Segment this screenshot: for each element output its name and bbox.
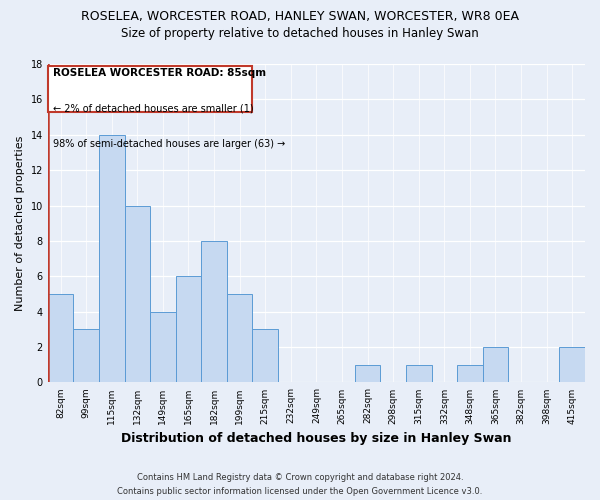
Y-axis label: Number of detached properties: Number of detached properties	[15, 136, 25, 311]
Bar	[482, 347, 508, 382]
Bar	[355, 364, 380, 382]
Bar	[457, 364, 482, 382]
Text: ← 2% of detached houses are smaller (1): ← 2% of detached houses are smaller (1)	[53, 104, 254, 114]
Bar	[125, 206, 150, 382]
FancyBboxPatch shape	[48, 66, 253, 112]
Bar	[99, 135, 125, 382]
Text: ROSELEA WORCESTER ROAD: 85sqm: ROSELEA WORCESTER ROAD: 85sqm	[53, 68, 266, 78]
Bar	[201, 241, 227, 382]
Bar	[227, 294, 253, 382]
Bar	[176, 276, 201, 382]
Text: ROSELEA, WORCESTER ROAD, HANLEY SWAN, WORCESTER, WR8 0EA: ROSELEA, WORCESTER ROAD, HANLEY SWAN, WO…	[81, 10, 519, 23]
Bar	[150, 312, 176, 382]
Bar	[48, 294, 73, 382]
Text: Contains HM Land Registry data © Crown copyright and database right 2024.: Contains HM Land Registry data © Crown c…	[137, 473, 463, 482]
Text: 98% of semi-detached houses are larger (63) →: 98% of semi-detached houses are larger (…	[53, 139, 286, 149]
Bar	[73, 330, 99, 382]
Bar	[559, 347, 585, 382]
Text: Size of property relative to detached houses in Hanley Swan: Size of property relative to detached ho…	[121, 28, 479, 40]
Bar	[406, 364, 431, 382]
X-axis label: Distribution of detached houses by size in Hanley Swan: Distribution of detached houses by size …	[121, 432, 512, 445]
Bar	[253, 330, 278, 382]
Text: Contains public sector information licensed under the Open Government Licence v3: Contains public sector information licen…	[118, 486, 482, 496]
